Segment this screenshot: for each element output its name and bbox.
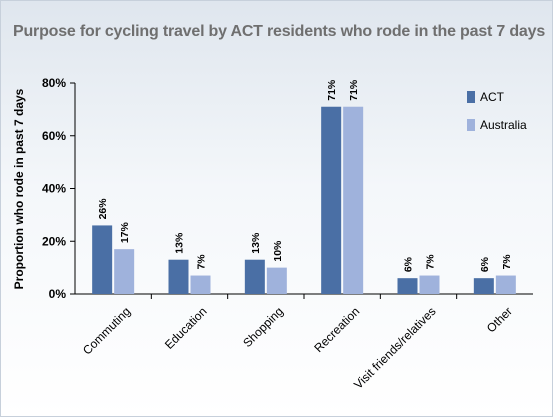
axes [74,83,533,295]
bar-australia-1 [190,275,211,294]
data-label: 71% [348,79,360,101]
x-category-label: Recreation [311,304,362,355]
data-label: 6% [479,256,491,272]
data-label: 26% [97,198,109,220]
bar-australia-2 [266,267,287,294]
bars: 26% 17% 13% 7% 13% 10% 71% 71% 6% 7% 6% 7% [92,79,516,294]
x-category-label: Visit friends/relatives [351,304,439,392]
bar-act-1 [168,259,189,294]
y-tick-label: 60% [42,129,66,143]
bar-australia-0 [114,249,135,294]
data-label: 13% [250,232,262,254]
x-category-label: Shopping [240,304,286,350]
y-axis-label: Proportion who rode in past 7 days [12,88,26,289]
data-label: 7% [501,254,513,270]
bar-act-0 [92,225,113,294]
data-label: 7% [196,254,208,270]
legend-swatch [467,91,475,103]
bar-act-2 [244,259,265,294]
x-category-label: Other [484,304,515,335]
x-category-label: Education [162,304,210,352]
y-tick-label: 80% [42,76,66,90]
data-label: 7% [425,254,437,270]
bar-australia-3 [343,106,364,294]
legend-label: Australia [480,118,527,132]
chart-title: Purpose for cycling travel by ACT reside… [13,23,546,40]
y-tick-label: 0% [49,287,67,301]
y-tick-label: 20% [42,234,66,248]
bar-act-3 [321,106,342,294]
bar-act-5 [473,278,494,294]
data-label: 17% [119,221,131,243]
data-label: 6% [403,256,415,272]
data-label: 13% [174,232,186,254]
legend-label: ACT [480,90,505,104]
y-ticks: 0% 20% 40% 60% 80% [42,76,75,301]
data-label: 10% [272,240,284,262]
x-category-label: Commuting [80,304,133,357]
y-tick-label: 40% [42,182,66,196]
bar-australia-4 [419,275,440,294]
bar-act-4 [397,278,418,294]
x-category-labels: Commuting Education Shopping RecreationVisi… [80,294,515,392]
data-label: 71% [326,79,338,101]
legend-swatch [467,119,475,131]
bar-australia-5 [495,275,516,294]
legend: ACT Australia [467,90,527,132]
